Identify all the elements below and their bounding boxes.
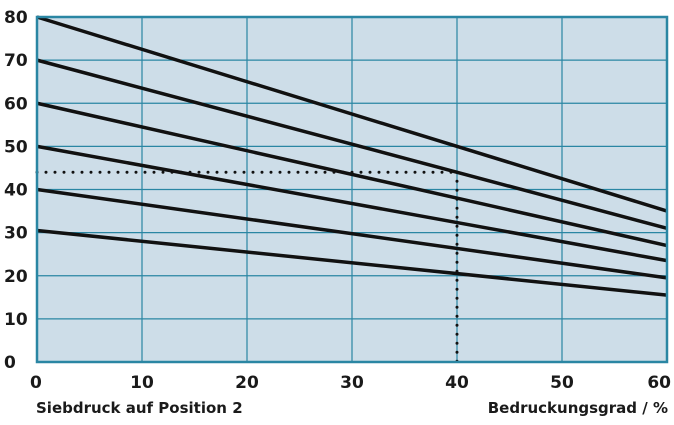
- series-line-4: [36, 144, 668, 263]
- y-tick-label: 80: [4, 8, 28, 28]
- x-tick-label: 30: [340, 373, 364, 393]
- y-tick-label: 50: [4, 137, 28, 157]
- x-tick-label: 0: [30, 373, 42, 393]
- series-line-5: [36, 187, 668, 280]
- plot-frame: [35, 15, 669, 364]
- x-tick-label: 20: [235, 373, 259, 393]
- y-tick-label: 10: [4, 310, 28, 330]
- x-tick-label: 60: [647, 373, 671, 393]
- series-line-2: [36, 58, 668, 231]
- y-tick-label: 40: [4, 181, 28, 201]
- y-tick-label: 60: [4, 94, 28, 114]
- x-axis-label: Bedruckungsgrad / %: [487, 399, 668, 417]
- y-tick-label: 0: [4, 353, 16, 373]
- x-tick-labels: 0 10 20 30 40 50 60: [30, 373, 671, 393]
- series-line-6: [36, 228, 668, 297]
- y-tick-label: 20: [4, 267, 28, 287]
- y-tick-label: 70: [4, 51, 28, 71]
- reference-lines: [35, 170, 459, 364]
- x-tick-label: 10: [130, 373, 154, 393]
- y-tick-labels: 0 10 20 30 40 50 60 70 80: [4, 8, 28, 373]
- y-tick-label: 30: [4, 224, 28, 244]
- series-lines: [36, 15, 668, 297]
- chart-caption: Siebdruck auf Position 2: [36, 399, 243, 417]
- series-line-3: [36, 101, 668, 248]
- x-tick-label: 50: [550, 373, 574, 393]
- series-line-1: [36, 15, 668, 213]
- x-tick-label: 40: [445, 373, 469, 393]
